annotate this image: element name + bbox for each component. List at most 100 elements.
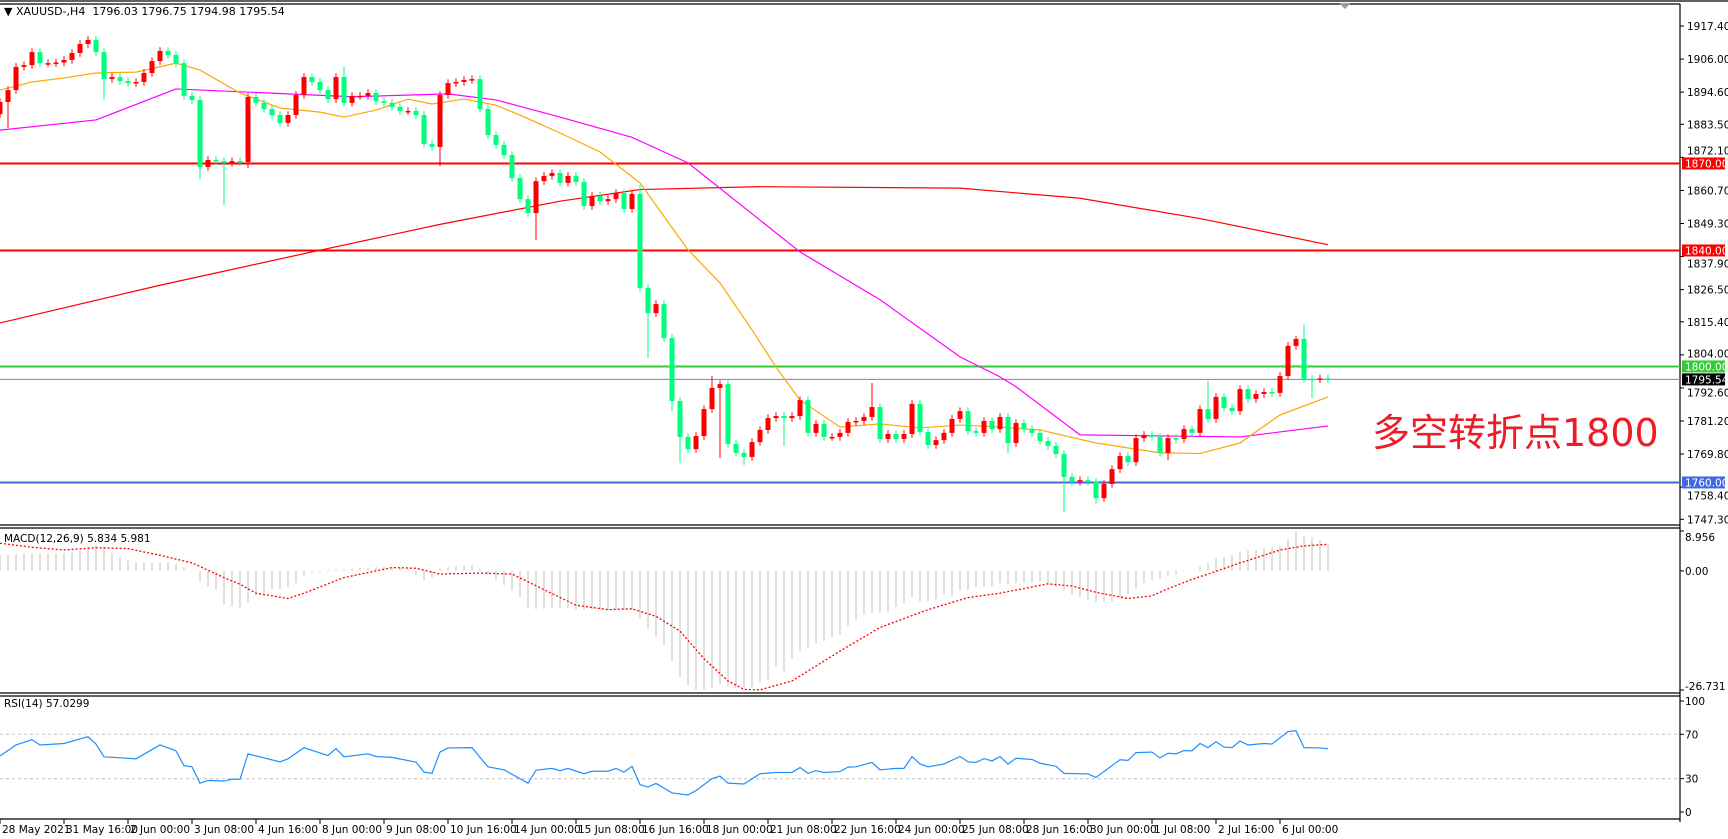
candle [205, 156, 211, 171]
candle [421, 111, 427, 148]
candle-body [173, 55, 179, 64]
candle [53, 58, 59, 67]
price-level-tag [1682, 373, 1725, 386]
candle-body [141, 72, 147, 82]
candle [605, 195, 611, 205]
candle-body [45, 63, 51, 65]
candle-body [1221, 396, 1227, 408]
candle-body [909, 403, 915, 435]
candle-body [981, 420, 987, 433]
candle-body [477, 79, 483, 109]
candle [1125, 452, 1131, 466]
candle-body [429, 144, 435, 147]
rsi-panel[interactable] [0, 730, 1680, 796]
chart-shift-marker-icon[interactable] [1339, 3, 1351, 9]
candle [133, 78, 139, 87]
candle [341, 66, 347, 107]
candle [245, 93, 251, 169]
candle-body [1261, 391, 1267, 395]
candle-body [229, 161, 235, 163]
candle-body [1277, 376, 1283, 393]
candle-body [629, 193, 635, 209]
candle-body [261, 102, 267, 109]
time-tick-label: 25 Jun 08:00 [962, 824, 1029, 836]
candle-body [549, 173, 555, 176]
candle [981, 417, 987, 437]
candle [453, 78, 459, 87]
price-tick-label: 1883.50 [1687, 119, 1728, 131]
candle [557, 169, 563, 187]
candle [149, 57, 155, 77]
candle-body [69, 52, 75, 60]
candle-body [421, 115, 427, 145]
time-tick-label: 6 Jul 00:00 [1282, 824, 1338, 836]
candle-body [805, 400, 811, 433]
price-tick-label: 1894.60 [1687, 87, 1728, 99]
candle-body [1205, 409, 1211, 419]
candle [949, 415, 955, 437]
candle-body [1005, 416, 1011, 444]
candle [773, 412, 779, 422]
candle-body [277, 115, 283, 123]
candle [1317, 374, 1323, 383]
candle [1165, 434, 1171, 461]
candle-body [741, 452, 747, 457]
price-tick-label: 1769.80 [1687, 449, 1728, 461]
price-level-tag-label: 1760.00 [1685, 477, 1728, 489]
candle-body [1165, 438, 1171, 453]
candle-body [637, 193, 643, 288]
candle [757, 426, 763, 446]
candle-body [933, 440, 939, 446]
price-tick-label: 1815.40 [1687, 317, 1728, 329]
candle-body [85, 39, 91, 44]
time-tick-label: 8 Jun 00:00 [322, 824, 382, 836]
candle [789, 412, 795, 422]
triangle-down-icon[interactable]: ▼ [4, 5, 16, 18]
candle [1189, 425, 1195, 437]
candle-body [325, 90, 331, 100]
price-panel[interactable] [0, 36, 1680, 513]
candle-body [853, 420, 859, 423]
time-tick-label: 9 Jun 08:00 [386, 824, 446, 836]
candle-body [117, 77, 123, 82]
candle [1213, 393, 1219, 423]
candle-body [1309, 378, 1315, 381]
candle-body [653, 304, 659, 314]
macd-panel[interactable] [0, 531, 1329, 691]
candle [597, 192, 603, 205]
time-tick-label: 15 Jun 08:00 [578, 824, 645, 836]
candle [1325, 374, 1331, 384]
candle [285, 111, 291, 127]
candle-body [309, 77, 315, 82]
time-tick-label: 2 Jun 00:00 [130, 824, 190, 836]
chart-header: ▼ XAUUSD-,H4 1796.03 1796.75 1794.98 179… [4, 5, 285, 18]
candle-body [509, 155, 515, 178]
candle-body [341, 77, 347, 103]
candle [1101, 480, 1107, 502]
rsi-line [0, 730, 1329, 796]
candle [813, 420, 819, 437]
candle-body [541, 175, 547, 182]
candle-body [205, 159, 211, 167]
candle-body [733, 443, 739, 453]
candle [573, 172, 579, 186]
candle [77, 40, 83, 57]
candle-body [669, 338, 675, 401]
price-tick-label: 1837.90 [1687, 258, 1728, 270]
candle-body [37, 52, 43, 64]
time-tick-label: 18 Jun 00:00 [706, 824, 773, 836]
candle-body [285, 115, 291, 123]
candle [1237, 385, 1243, 415]
candle-body [1317, 378, 1323, 380]
candle-body [189, 95, 195, 100]
candle-body [485, 108, 491, 136]
candle-body [1069, 476, 1075, 482]
candle [885, 430, 891, 443]
candle [1149, 431, 1155, 441]
candle [533, 177, 539, 241]
candle [1013, 419, 1019, 447]
candle [669, 334, 675, 412]
candle-body [693, 436, 699, 450]
candle [445, 79, 451, 99]
